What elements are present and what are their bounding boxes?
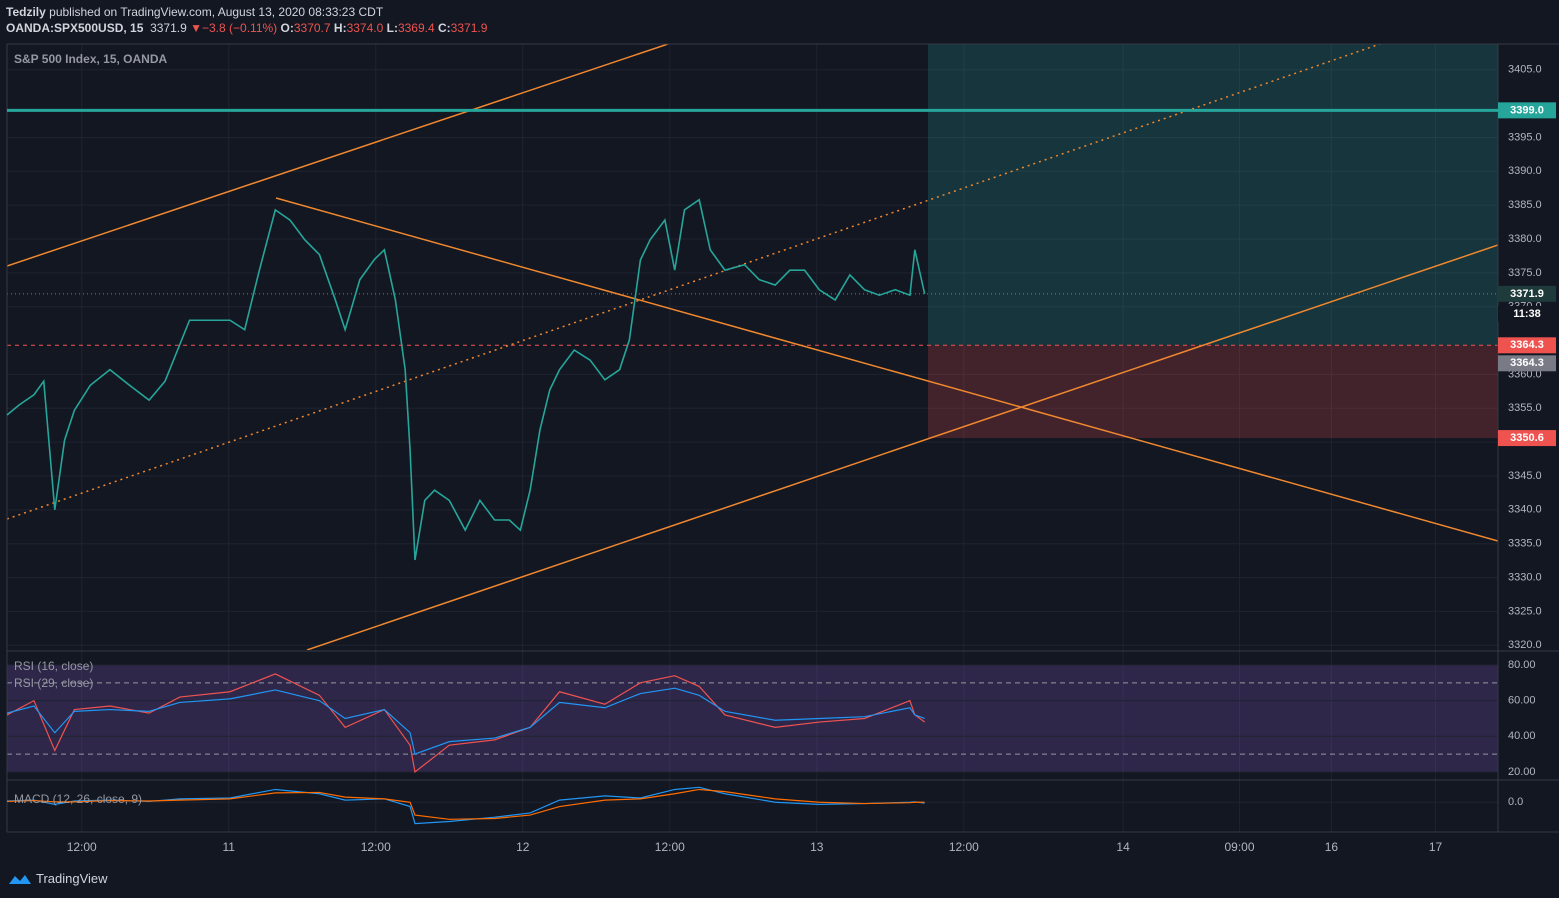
c-label: C:	[438, 21, 451, 35]
y-tick-label: 3385.0	[1508, 199, 1542, 211]
low: 3369.4	[397, 21, 435, 35]
legend-entry: RSI (16, close)	[14, 659, 93, 673]
y-tick-label: 3380.0	[1508, 233, 1542, 245]
price-label-bg	[1498, 430, 1556, 447]
x-tick-label: 11	[223, 840, 236, 854]
target-zone	[928, 44, 1498, 346]
y-tick-label: 3340.0	[1508, 504, 1542, 516]
channel-lower	[306, 244, 1498, 650]
open: 3370.7	[293, 21, 331, 35]
panel-title: MACD (12, 26, close, 9)	[14, 792, 142, 806]
channel-upper	[7, 44, 669, 267]
x-tick-label: 12:00	[949, 840, 979, 854]
series-line	[6, 687, 925, 755]
x-tick-label: 12	[516, 840, 530, 854]
x-tick-label: 14	[1116, 840, 1130, 854]
y-tick-label: 3395.0	[1508, 131, 1542, 143]
trend-down	[275, 197, 1498, 542]
price-label: 3371.9	[1510, 288, 1544, 300]
y-tick-label: 3320.0	[1508, 639, 1542, 651]
y-tick-label: 40.00	[1508, 730, 1536, 742]
change: −3.8 (−0.11%)	[202, 21, 278, 35]
l-label: L:	[386, 21, 398, 35]
drawings	[7, 44, 1498, 650]
x-tick-label: 17	[1429, 840, 1443, 854]
h-label: H:	[333, 21, 347, 35]
series-line	[6, 788, 925, 820]
x-tick-label: 16	[1325, 840, 1339, 854]
logo	[9, 874, 31, 884]
y-tick-label: 60.00	[1508, 695, 1536, 707]
legend-entry: RSI (29, close)	[14, 676, 93, 690]
o-label: O:	[280, 21, 294, 35]
price-label-bg	[1498, 355, 1556, 372]
y-tick-label: 0.0	[1508, 796, 1523, 808]
price-label: 3399.0	[1510, 104, 1544, 116]
countdown: 11:38	[1513, 308, 1541, 320]
y-tick-label: 3360.0	[1508, 368, 1542, 380]
price-label: 3364.3	[1510, 339, 1544, 351]
author: Tedzily	[6, 5, 46, 19]
panel-title: S&P 500 Index, 15, OANDA	[14, 52, 168, 66]
x-tick-label: 12:00	[67, 840, 97, 854]
ohlc-line: OANDA:SPX500USD, 15 3371.9 ▼−3.8 (−0.11%…	[6, 20, 487, 36]
x-tick-label: 12:00	[655, 840, 685, 854]
symbol: OANDA:SPX500USD, 15	[6, 21, 144, 35]
price-label-bg	[1498, 285, 1556, 302]
x-tick-label: 12:00	[361, 840, 391, 854]
x-tick-label: 13	[810, 840, 824, 854]
y-tick-label: 3325.0	[1508, 605, 1542, 617]
published: published on TradingView.com, August 13,…	[49, 5, 384, 19]
stop-zone	[928, 345, 1498, 439]
price-label-bg	[1498, 102, 1556, 119]
y-tick-label: 3330.0	[1508, 571, 1542, 583]
publish-line: Tedzily published on TradingView.com, Au…	[6, 4, 487, 20]
series-line	[6, 198, 926, 561]
trend-dotted	[7, 44, 1381, 520]
last: 3371.9	[150, 21, 187, 35]
brand: TradingView	[36, 871, 108, 886]
y-tick-label: 3335.0	[1508, 538, 1542, 550]
y-tick-label: 3390.0	[1508, 165, 1542, 177]
arrow: ▼	[190, 21, 202, 35]
footer: TradingView	[8, 871, 108, 886]
underlay	[7, 44, 1498, 832]
y-tick-label: 20.00	[1508, 766, 1536, 778]
header: Tedzily published on TradingView.com, Au…	[6, 4, 487, 36]
rsi-band	[7, 665, 1498, 772]
x-tick-label: 09:00	[1224, 840, 1254, 854]
series-line	[6, 786, 925, 825]
y-tick-label: 3375.0	[1508, 267, 1542, 279]
price-label: 3350.6	[1510, 432, 1544, 444]
price-label: 3364.3	[1510, 357, 1544, 369]
price-label-bg	[1498, 337, 1556, 354]
y-tick-label: 3355.0	[1508, 402, 1542, 414]
countdown-bg	[1498, 305, 1556, 322]
high: 3374.0	[346, 21, 384, 35]
y-tick-label: 3405.0	[1508, 64, 1542, 76]
y-tick-label: 3345.0	[1508, 470, 1542, 482]
close: 3371.9	[450, 21, 488, 35]
y-tick-label: 80.00	[1508, 659, 1536, 671]
